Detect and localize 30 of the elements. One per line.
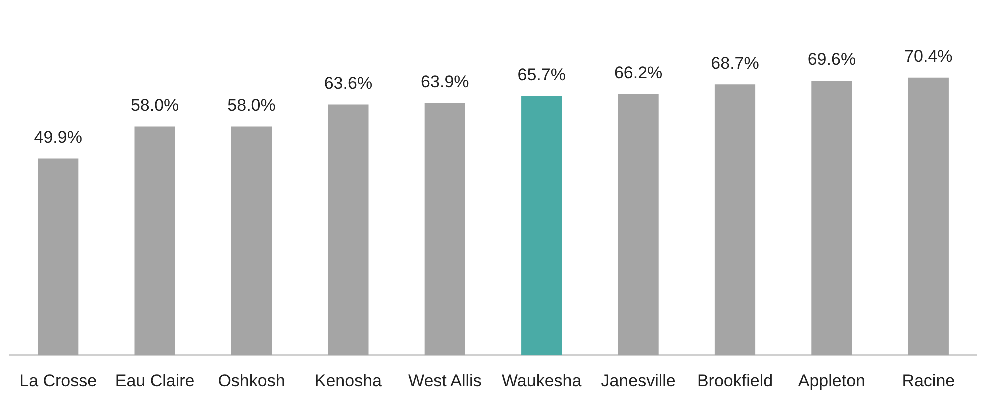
- bar: [522, 96, 562, 356]
- data-label: 63.9%: [421, 72, 470, 92]
- data-label: 65.7%: [518, 66, 566, 85]
- data-label: 70.4%: [904, 47, 953, 66]
- x-tick-label: Kenosha: [314, 371, 383, 390]
- x-tick-label: Brookfield: [697, 371, 774, 390]
- bar: [134, 126, 176, 356]
- x-tick-label: Appleton: [798, 371, 866, 390]
- x-tick-label: Janesville: [601, 371, 676, 390]
- bar: [812, 81, 852, 356]
- bar: [618, 94, 659, 356]
- data-label: 58.0%: [228, 96, 276, 115]
- x-tick-label: Oshkosh: [218, 371, 286, 390]
- x-tick-label: La Crosse: [20, 371, 98, 390]
- bar: [328, 104, 369, 356]
- data-label: 63.6%: [324, 74, 373, 93]
- data-label: 66.2%: [614, 64, 663, 83]
- bar: [38, 158, 79, 356]
- data-label: 58.0%: [130, 96, 180, 115]
- bar: [908, 78, 949, 356]
- data-label: 69.6%: [808, 50, 856, 70]
- bar: [424, 104, 466, 356]
- bar: [231, 126, 272, 356]
- x-tick-label: Racine: [902, 371, 956, 390]
- x-tick-label: Eau Claire: [115, 371, 195, 390]
- data-label: 49.9%: [34, 128, 82, 147]
- data-label: 68.7%: [711, 54, 760, 73]
- x-tick-label: West Allis: [408, 371, 482, 390]
- x-tick-label: Waukesha: [502, 371, 582, 390]
- bar: [714, 84, 756, 356]
